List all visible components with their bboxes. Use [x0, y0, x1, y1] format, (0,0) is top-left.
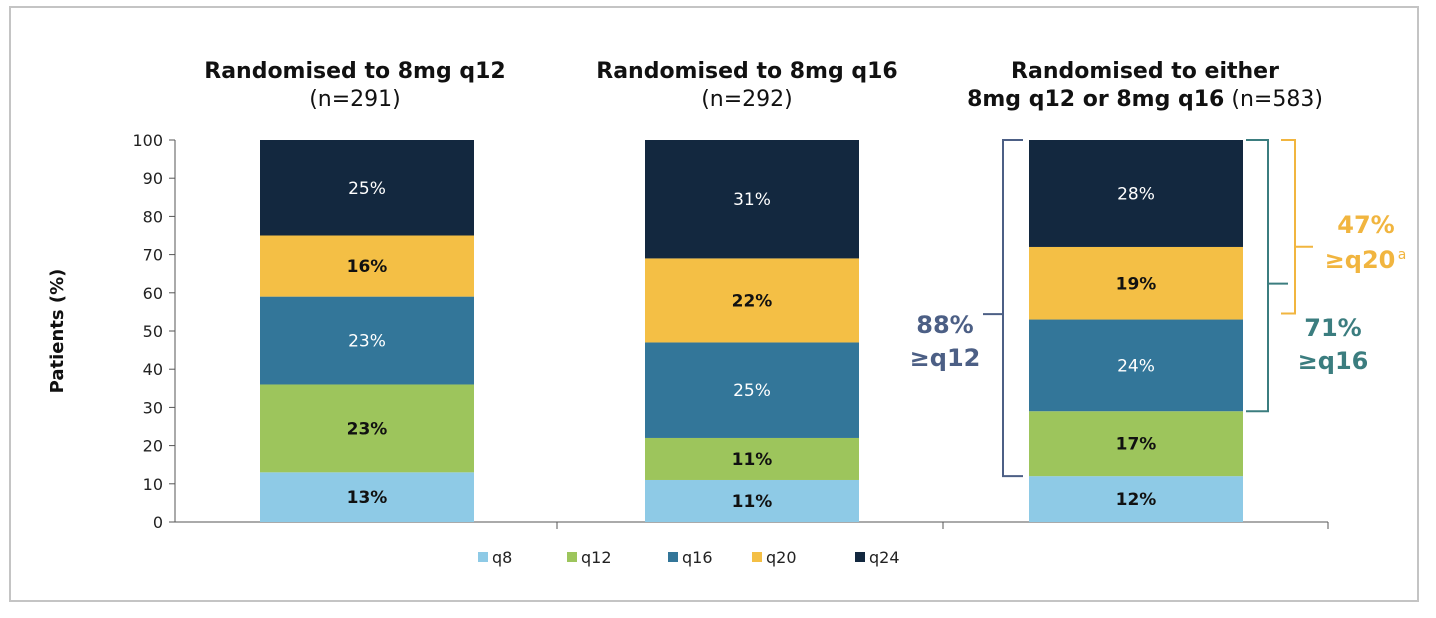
data-label-q24-panel-2: 31%: [733, 190, 771, 210]
panel-title-3: Randomised to either 8mg q12 or 8mg q16 …: [935, 58, 1355, 114]
legend-label-q20: q20: [766, 548, 797, 567]
y-tick-label-60: 60: [143, 284, 163, 303]
bracket-ge-q12: [1002, 139, 1023, 478]
y-tick-label-50: 50: [143, 322, 163, 341]
data-label-q12-panel-3: 17%: [1116, 435, 1157, 455]
y-tick-label-30: 30: [143, 398, 163, 417]
bracket-ge-q16: [1246, 139, 1269, 413]
legend-swatch-q24: [855, 552, 865, 562]
data-label-q12-panel-2: 11%: [732, 450, 773, 470]
annotation-ge-q12-label: ≥q12: [910, 344, 981, 372]
data-label-q8-panel-3: 12%: [1116, 490, 1157, 510]
bar-q24-panel-1: [260, 140, 474, 236]
legend-label-q16: q16: [682, 548, 713, 567]
y-tick-label-100: 100: [132, 131, 163, 150]
y-tick-label-90: 90: [143, 169, 163, 188]
legend-swatch-q16: [668, 552, 678, 562]
bar-q20-panel-2: [645, 258, 859, 343]
data-label-q20-panel-2: 22%: [732, 291, 773, 311]
panel-title-1-n: (n=291): [309, 87, 401, 112]
annotation-ge-q16-label: ≥q16: [1298, 347, 1369, 375]
legend-swatch-q12: [567, 552, 577, 562]
bar-q8-panel-2: [645, 479, 859, 522]
y-tick-label-0: 0: [153, 513, 163, 532]
panel-title-3-n: (n=583): [1231, 87, 1323, 112]
y-tick-label-40: 40: [143, 360, 163, 379]
y-tick-label-20: 20: [143, 437, 163, 456]
y-tick-label-10: 10: [143, 475, 163, 494]
annotation-ge-q20-superscript: a: [1398, 247, 1407, 263]
data-label-q8-panel-1: 13%: [347, 488, 388, 508]
annotation-ge-q16-pct: 71%: [1304, 314, 1361, 342]
data-label-q8-panel-2: 11%: [732, 492, 773, 512]
annotation-ge-q20-pct: 47%: [1337, 211, 1394, 239]
annotation-ge-q20-label: ≥q20: [1325, 246, 1396, 274]
panel-title-2: Randomised to 8mg q16 (n=292): [547, 58, 947, 114]
bar-q8-panel-3: [1029, 476, 1243, 522]
legend-swatch-q8: [478, 552, 488, 562]
data-label-q12-panel-1: 23%: [347, 419, 388, 439]
bar-q16-panel-2: [645, 342, 859, 438]
data-label-q16-panel-2: 25%: [733, 381, 771, 401]
bar-q16-panel-1: [260, 296, 474, 385]
annotation-ge-q12-pct: 88%: [916, 311, 973, 339]
data-label-q16-panel-1: 23%: [348, 332, 386, 352]
legend-label-q12: q12: [581, 548, 612, 567]
bar-q20-panel-1: [260, 235, 474, 297]
panel-title-3-line1: Randomised to either: [1011, 59, 1279, 84]
y-tick-label-80: 80: [143, 207, 163, 226]
bar-q24-panel-3: [1029, 140, 1243, 247]
bar-q12-panel-3: [1029, 411, 1243, 477]
panel-title-2-n: (n=292): [701, 87, 793, 112]
panel-title-1: Randomised to 8mg q12 (n=291): [155, 58, 555, 114]
bar-q24-panel-2: [645, 140, 859, 259]
bar-q12-panel-1: [260, 384, 474, 473]
data-label-q24-panel-1: 25%: [348, 179, 386, 199]
y-axis-label: Patients (%): [47, 269, 68, 394]
panel-title-3-main: 8mg q12 or 8mg q16: [967, 87, 1225, 112]
bar-q8-panel-1: [260, 472, 474, 522]
panel-title-2-main: Randomised to 8mg q16: [596, 59, 898, 84]
data-label-q24-panel-3: 28%: [1117, 184, 1155, 204]
bar-q12-panel-2: [645, 437, 859, 480]
bracket-ge-q20: [1281, 139, 1296, 315]
data-label-q20-panel-3: 19%: [1116, 274, 1157, 294]
bar-q20-panel-3: [1029, 246, 1243, 320]
bar-q16-panel-3: [1029, 319, 1243, 412]
data-label-q16-panel-3: 24%: [1117, 356, 1155, 376]
legend-swatch-q20: [752, 552, 762, 562]
data-label-q20-panel-1: 16%: [347, 257, 388, 277]
legend-label-q8: q8: [492, 548, 512, 567]
legend-label-q24: q24: [869, 548, 900, 567]
panel-title-1-main: Randomised to 8mg q12: [204, 59, 506, 84]
y-tick-label-70: 70: [143, 246, 163, 265]
